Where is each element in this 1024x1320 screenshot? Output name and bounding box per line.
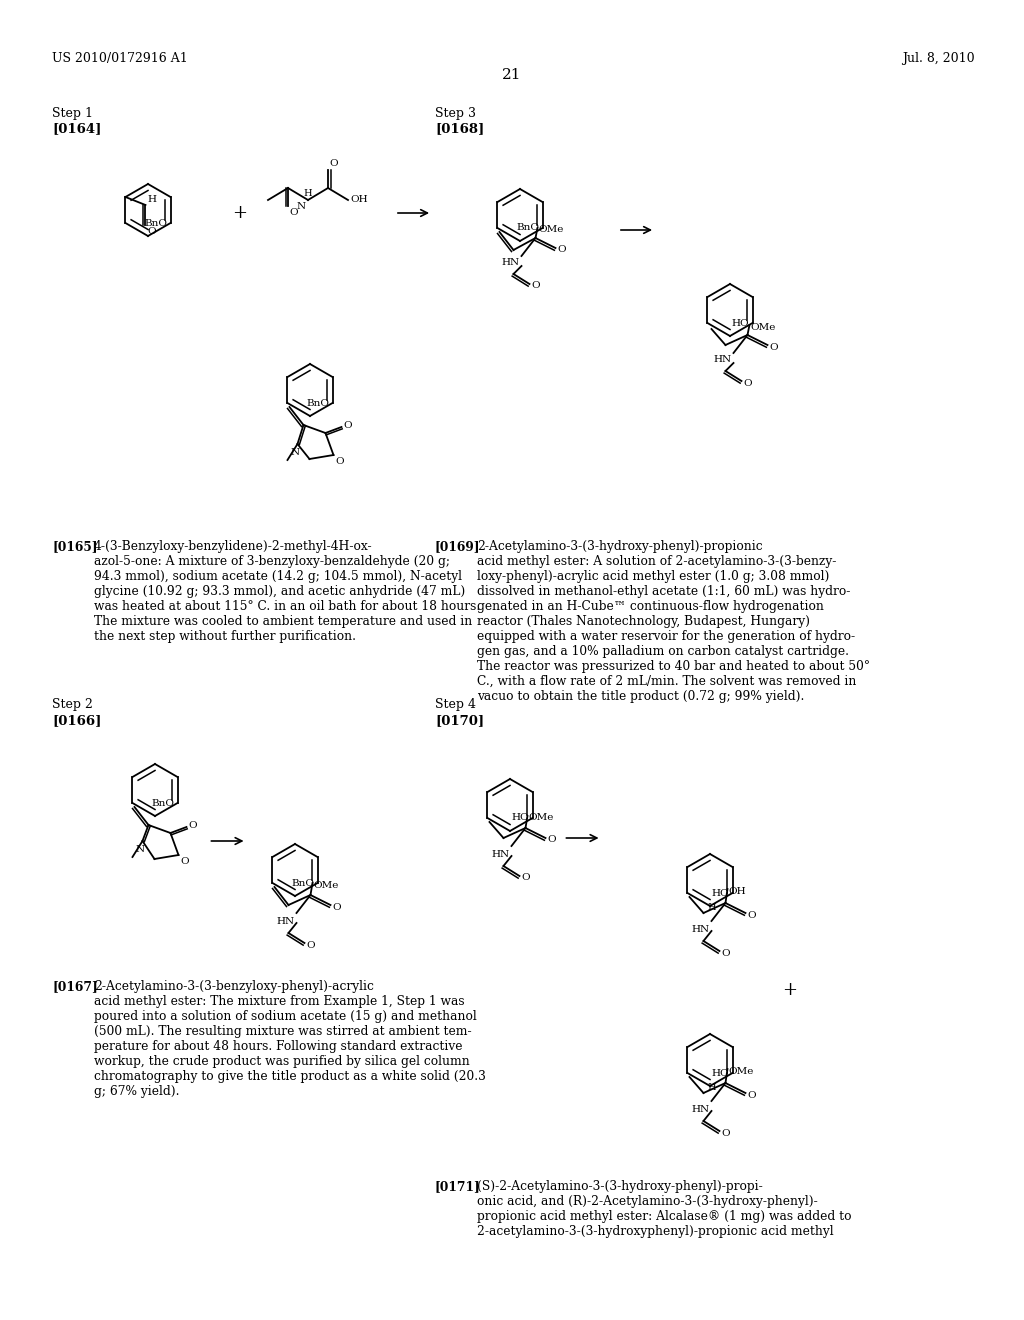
- Text: 4-(3-Benzyloxy-benzylidene)-2-methyl-4H-ox-
azol-5-one: A mixture of 3-benzyloxy: 4-(3-Benzyloxy-benzylidene)-2-methyl-4H-…: [94, 540, 480, 643]
- Text: O: O: [748, 911, 756, 920]
- Text: O: O: [147, 227, 156, 236]
- Text: OMe: OMe: [528, 813, 554, 822]
- Text: 2-Acetylamino-3-(3-hydroxy-phenyl)-propionic
acid methyl ester: A solution of 2-: 2-Acetylamino-3-(3-hydroxy-phenyl)-propi…: [477, 540, 870, 704]
- Text: OH: OH: [728, 887, 746, 895]
- Text: O: O: [180, 857, 189, 866]
- Text: OMe: OMe: [728, 1067, 754, 1076]
- Text: O: O: [722, 1129, 730, 1138]
- Text: HN: HN: [714, 355, 731, 364]
- Text: HO: HO: [712, 888, 729, 898]
- Text: O: O: [343, 421, 352, 429]
- Text: BnO: BnO: [144, 219, 168, 227]
- Text: Jul. 8, 2010: Jul. 8, 2010: [902, 51, 975, 65]
- Text: Step 3: Step 3: [435, 107, 476, 120]
- Text: 2-Acetylamino-3-(3-benzyloxy-phenyl)-acrylic
acid methyl ester: The mixture from: 2-Acetylamino-3-(3-benzyloxy-phenyl)-acr…: [94, 979, 485, 1098]
- Text: [0165]: [0165]: [52, 540, 97, 553]
- Text: Step 1: Step 1: [52, 107, 93, 120]
- Text: OMe: OMe: [313, 880, 339, 890]
- Text: BnO: BnO: [306, 399, 330, 408]
- Text: O: O: [336, 457, 344, 466]
- Text: O: O: [521, 874, 530, 883]
- Text: [0167]: [0167]: [52, 979, 97, 993]
- Text: N: N: [291, 447, 300, 457]
- Text: (S)-2-Acetylamino-3-(3-hydroxy-phenyl)-propi-
onic acid, and (R)-2-Acetylamino-3: (S)-2-Acetylamino-3-(3-hydroxy-phenyl)-p…: [477, 1180, 852, 1238]
- Text: O: O: [289, 209, 298, 216]
- Text: OH: OH: [350, 195, 368, 205]
- Text: O: O: [306, 940, 315, 949]
- Text: H: H: [708, 1082, 716, 1092]
- Text: HN: HN: [492, 850, 510, 859]
- Text: N: N: [296, 202, 305, 211]
- Text: O: O: [557, 246, 566, 255]
- Text: HN: HN: [691, 1105, 710, 1114]
- Text: O: O: [333, 903, 341, 912]
- Text: HO: HO: [512, 813, 529, 822]
- Text: O: O: [748, 1090, 756, 1100]
- Text: [0168]: [0168]: [435, 121, 484, 135]
- Text: +: +: [232, 205, 248, 222]
- Text: O: O: [548, 836, 556, 845]
- Text: H: H: [147, 195, 157, 205]
- Text: [0170]: [0170]: [435, 714, 484, 727]
- Text: US 2010/0172916 A1: US 2010/0172916 A1: [52, 51, 187, 65]
- Text: HN: HN: [502, 257, 519, 267]
- Text: H: H: [304, 189, 312, 198]
- Text: O: O: [329, 158, 338, 168]
- Text: 21: 21: [502, 69, 522, 82]
- Text: H: H: [708, 903, 716, 912]
- Text: Step 4: Step 4: [435, 698, 476, 711]
- Text: BnO: BnO: [152, 799, 174, 808]
- Text: [0164]: [0164]: [52, 121, 101, 135]
- Text: BnO: BnO: [516, 223, 540, 232]
- Text: Step 2: Step 2: [52, 698, 93, 711]
- Text: O: O: [188, 821, 197, 829]
- Text: O: O: [743, 379, 752, 388]
- Text: +: +: [782, 981, 798, 999]
- Text: [0169]: [0169]: [435, 540, 480, 553]
- Text: [0171]: [0171]: [435, 1180, 480, 1193]
- Text: HO: HO: [732, 318, 750, 327]
- Text: HO: HO: [712, 1068, 729, 1077]
- Text: HN: HN: [276, 917, 295, 927]
- Text: BnO: BnO: [292, 879, 314, 887]
- Text: HN: HN: [691, 925, 710, 935]
- Text: N: N: [136, 845, 145, 854]
- Text: O: O: [531, 281, 540, 290]
- Text: [0166]: [0166]: [52, 714, 101, 727]
- Text: O: O: [769, 342, 778, 351]
- Text: OMe: OMe: [539, 226, 564, 235]
- Text: O: O: [722, 949, 730, 957]
- Text: OMe: OMe: [751, 322, 776, 331]
